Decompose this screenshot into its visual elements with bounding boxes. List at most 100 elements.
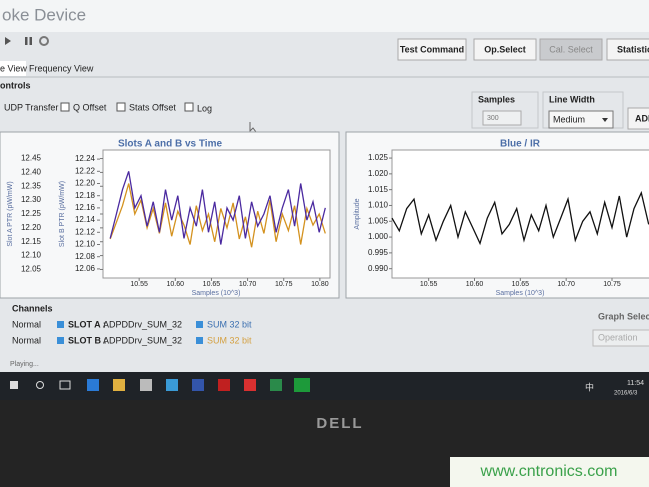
checkbox[interactable] <box>116 102 126 112</box>
y-tick-label: 1.000 <box>368 232 389 241</box>
x-tick-label: 10.75 <box>275 281 293 288</box>
x-tick-label: 10.80 <box>311 281 329 288</box>
button[interactable] <box>473 38 537 61</box>
app-icon[interactable] <box>140 379 152 391</box>
section-heading: ontrols <box>0 80 31 90</box>
y2-tick-label: 12.18 <box>75 191 96 200</box>
y-tick-label: 1.025 <box>368 153 389 162</box>
chart-title: Slots A and B vs Time <box>118 139 223 150</box>
button[interactable] <box>539 38 603 61</box>
line-width-value[interactable]: Medium <box>553 114 585 124</box>
title-bar <box>0 0 649 32</box>
app-icon[interactable] <box>294 378 310 392</box>
y-tick-label: 12.35 <box>21 181 42 190</box>
line-width-select[interactable] <box>548 110 614 129</box>
channel-mode: Normal <box>12 319 41 329</box>
button-label[interactable]: ADI <box>635 113 649 123</box>
settings-icon[interactable] <box>39 36 49 46</box>
samples-input[interactable] <box>482 110 522 126</box>
app-icon[interactable] <box>166 379 178 391</box>
samples-group <box>471 91 539 129</box>
series-line <box>109 171 326 245</box>
charts: Slots A and B vs Time 12.45 12.40 12.35 12.3… <box>7 139 649 297</box>
tab-active[interactable] <box>0 61 26 76</box>
channel-slot: SLOT B : <box>68 335 107 345</box>
watermark-band <box>450 457 649 487</box>
y2-tick-label: 12.16 <box>75 203 96 212</box>
y2-tick-label: 12.06 <box>75 264 96 273</box>
y-tick-label: 12.20 <box>21 223 42 232</box>
channel-checkbox[interactable] <box>57 321 64 328</box>
play-icon[interactable] <box>5 37 11 45</box>
samples-value[interactable]: 300 <box>487 115 499 122</box>
pause-icon[interactable] <box>25 37 28 45</box>
app-icon[interactable] <box>113 379 125 391</box>
clock-date[interactable]: 2016/6/3 <box>614 391 638 397</box>
y2-axis-label: Slot B PTR (pW/mW) <box>59 181 66 247</box>
channel-checkbox[interactable] <box>57 337 64 344</box>
app-icon[interactable] <box>218 379 230 391</box>
start-icon[interactable] <box>10 381 18 389</box>
y2-tick-label: 12.08 <box>75 252 96 261</box>
y2-tick-label: 12.22 <box>75 166 96 175</box>
x-tick-label: 10.60 <box>466 281 484 288</box>
y-tick-label: 1.015 <box>368 185 389 194</box>
y-tick-label: 12.05 <box>21 265 42 274</box>
search-icon[interactable] <box>36 381 44 389</box>
graph-selection-label: Graph Selectio <box>598 311 649 321</box>
y-tick-label: 12.30 <box>21 195 42 204</box>
y-axis-label: Slot A PTR (pW/mW) <box>7 181 14 246</box>
button[interactable] <box>627 107 649 130</box>
clock-time[interactable]: 11:54 <box>627 380 644 387</box>
app-icon[interactable] <box>270 379 282 391</box>
checkbox-label[interactable]: UDP Transfer <box>4 102 58 112</box>
checkbox[interactable] <box>184 102 194 112</box>
button-label[interactable]: Cal. Select <box>549 44 593 54</box>
brand-logo: DELL <box>316 415 363 432</box>
tab[interactable]: e View <box>0 63 27 73</box>
pause-icon[interactable] <box>29 37 33 45</box>
y-tick-label: 1.005 <box>368 216 389 225</box>
taskview-icon[interactable] <box>59 380 71 390</box>
checkbox-label[interactable]: Log <box>197 103 212 113</box>
taskbar <box>0 372 649 400</box>
button-label[interactable]: Test Command <box>400 44 464 54</box>
app-icon[interactable] <box>192 379 204 391</box>
x-tick-label: 10.75 <box>603 281 621 288</box>
graph-selection-select[interactable] <box>592 329 649 347</box>
y-tick-label: 12.10 <box>21 251 42 260</box>
tab[interactable]: Frequency View <box>29 63 94 73</box>
checkbox[interactable] <box>60 102 70 112</box>
watermark: www.cntronics.com <box>480 463 618 480</box>
app-icon[interactable] <box>244 379 256 391</box>
series-line <box>391 190 649 246</box>
y-tick-label: 0.990 <box>368 264 389 273</box>
status-text: Playing... <box>10 361 39 368</box>
x-tick-label: 10.70 <box>239 281 257 288</box>
channel-slot: SLOT A : <box>68 319 106 329</box>
app-icon[interactable] <box>87 379 99 391</box>
y2-tick-label: 12.14 <box>75 215 96 224</box>
window-title: oke Device <box>2 5 86 24</box>
y-axis-label: Amplitude <box>354 198 361 229</box>
button[interactable] <box>606 38 649 61</box>
line-width-label: Line Width <box>549 94 595 104</box>
y2-tick-label: 12.24 <box>75 154 96 163</box>
channel-checkbox[interactable] <box>196 321 203 328</box>
y2-tick-label: 12.12 <box>75 227 96 236</box>
ime-indicator[interactable]: 中 <box>585 381 594 392</box>
checkbox-label[interactable]: Q Offset <box>73 102 107 112</box>
x-tick-label: 10.65 <box>203 281 221 288</box>
x-tick-label: 10.60 <box>167 281 185 288</box>
x-tick-label: 10.55 <box>420 281 438 288</box>
button-label[interactable]: Op.Select <box>484 44 526 54</box>
y2-tick-label: 12.20 <box>75 179 96 188</box>
button-label[interactable]: Statistics <box>617 44 649 54</box>
x-tick-label: 10.70 <box>557 281 575 288</box>
graph-selection-value[interactable]: Operation <box>598 332 638 342</box>
channel-checkbox[interactable] <box>196 337 203 344</box>
button[interactable] <box>397 38 467 61</box>
checkbox-label[interactable]: Stats Offset <box>129 102 176 112</box>
